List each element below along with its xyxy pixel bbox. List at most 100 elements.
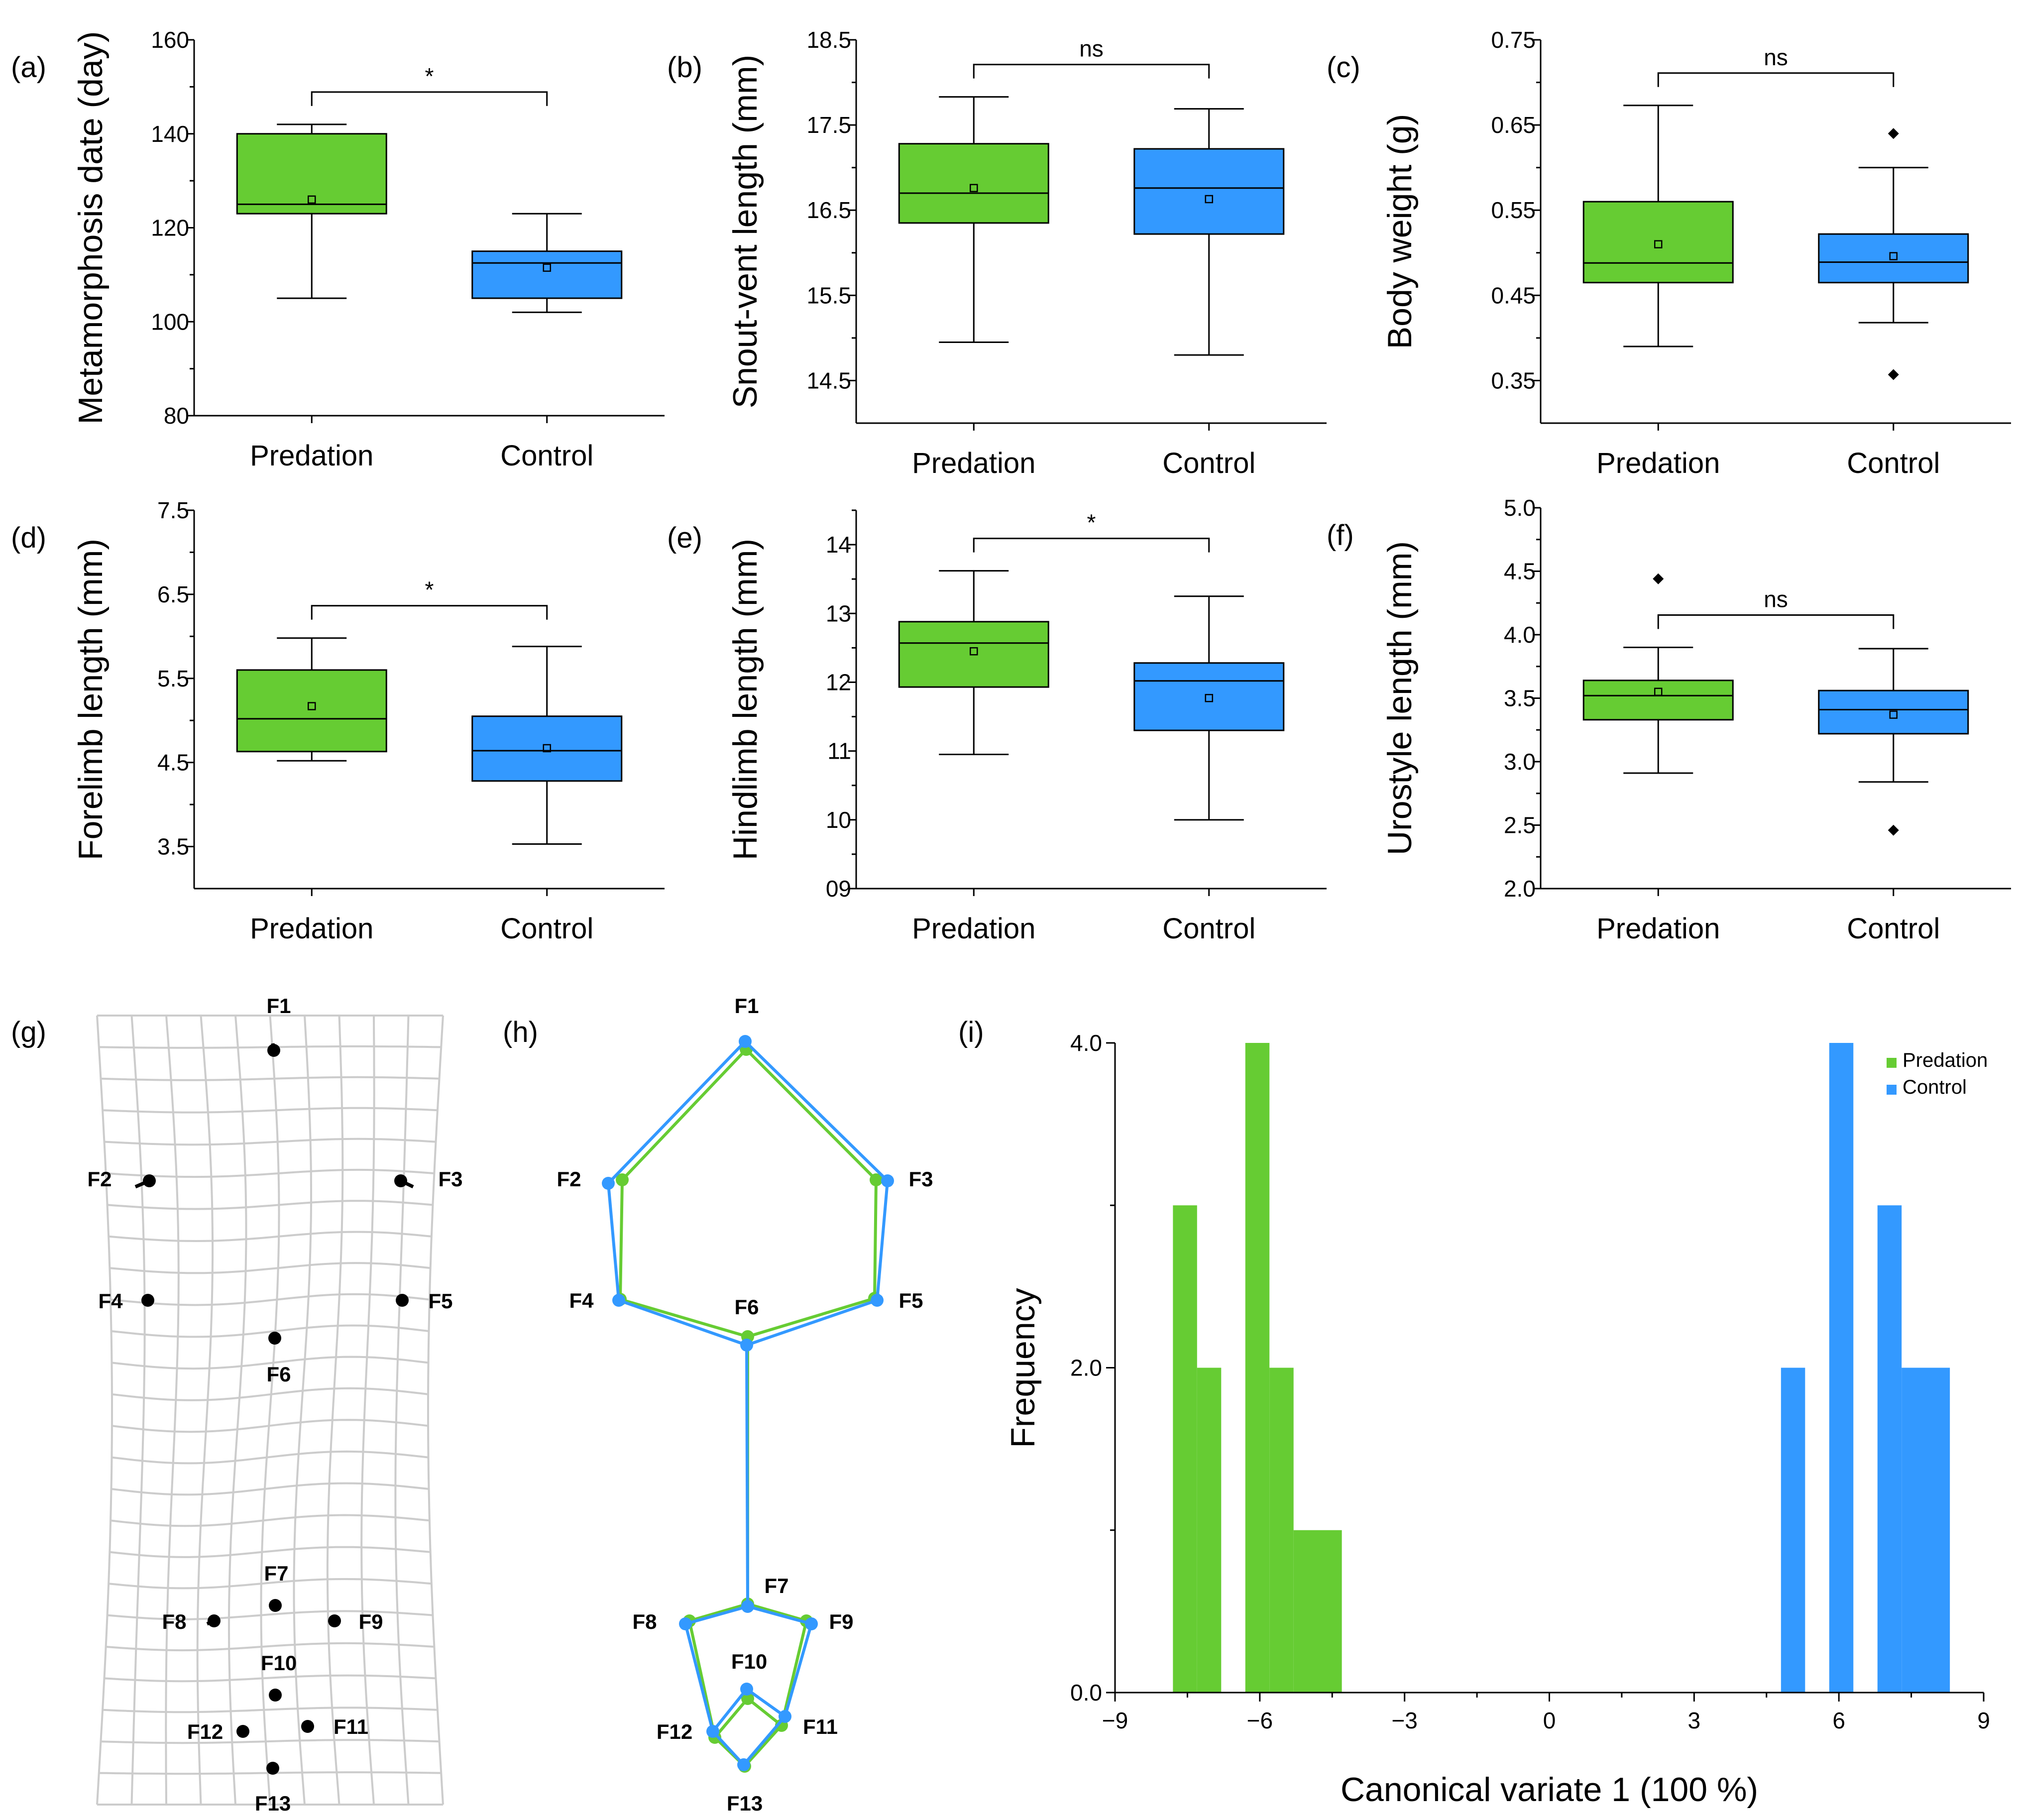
box-predation xyxy=(1582,573,1734,774)
landmark-label-f10: F10 xyxy=(731,1650,767,1673)
landmark-f12: F12 xyxy=(187,1720,249,1743)
iqr-box xyxy=(1582,680,1734,721)
grid-row-line xyxy=(110,1514,430,1527)
bracket-line xyxy=(311,91,548,106)
legend-label: Control xyxy=(1903,1076,1967,1098)
legend-item-control: Control xyxy=(1887,1076,1967,1098)
mean-marker xyxy=(1889,252,1898,260)
landmark-label: F7 xyxy=(264,1562,288,1585)
significance-label: * xyxy=(1087,510,1096,536)
y-tick-label: 80 xyxy=(164,403,189,429)
landmark-label-f5: F5 xyxy=(898,1289,923,1312)
y-tick-label: 12 xyxy=(826,669,851,695)
y-tick-label: 7.5 xyxy=(157,497,189,523)
wireframe-node-f9 xyxy=(805,1617,818,1630)
landmark-label-f11: F11 xyxy=(803,1715,838,1738)
canonical-variate-histogram-panel: (i) 0.0 2.0 4.0 −9 −6 −3 0 3 6 9 Canonical variate … xyxy=(958,1016,1990,1809)
landmark-deformation-grid-panel: (g) F1 F2 F3 F4 F5 F6 F7 F8 F9 F10 F11 F12 F13 xyxy=(11,994,463,1815)
wireframe-node-f13 xyxy=(737,1758,750,1771)
category-label-predation: Predation xyxy=(1596,912,1720,945)
landmark-point xyxy=(267,1044,280,1057)
category-label-control: Control xyxy=(1847,447,1940,479)
y-tick-label: 15.5 xyxy=(806,282,851,308)
significance-bracket: * xyxy=(973,510,1210,553)
wireframe-edge xyxy=(873,1179,878,1299)
y-tick-label: 10 xyxy=(826,807,851,833)
panel-label: (e) xyxy=(667,522,702,554)
grid-row-line xyxy=(102,1107,438,1114)
outlier-point xyxy=(1888,824,1899,836)
iqr-box xyxy=(236,133,387,215)
landmark-label: F13 xyxy=(255,1792,291,1815)
category-label-predation: Predation xyxy=(250,440,373,472)
grid-column-line xyxy=(165,1015,180,1805)
landmark-point xyxy=(269,1689,282,1702)
mean-marker xyxy=(308,195,316,204)
box-plot-panel-b: 14.5 15.5 16.5 17.5 18.5 Predation Control ns (b… xyxy=(667,27,1327,479)
outlier-point xyxy=(1653,573,1664,584)
y-tick-label: 3.0 xyxy=(1504,749,1536,775)
landmark-label-f13: F13 xyxy=(727,1792,763,1815)
panel-label: (b) xyxy=(667,51,702,84)
landmark-point xyxy=(236,1725,249,1738)
landmark-point xyxy=(208,1614,221,1627)
landmark-f2: F2 xyxy=(87,1167,156,1191)
y-tick-label: 09 xyxy=(826,876,851,902)
landmark-label: F1 xyxy=(266,994,291,1018)
iqr-box xyxy=(236,669,387,753)
iqr-box xyxy=(1133,148,1285,235)
x-tick-label: 3 xyxy=(1688,1707,1701,1733)
grid-row-line xyxy=(108,1231,432,1243)
mean-marker xyxy=(543,744,551,753)
landmark-label: F11 xyxy=(334,1715,368,1738)
x-axis-title: Canonical variate 1 (100 %) xyxy=(1341,1771,1758,1809)
bracket-line xyxy=(311,605,548,620)
histogram-bar xyxy=(1877,1205,1902,1693)
y-tick-label: 3.5 xyxy=(1504,685,1536,711)
wireframe-edge xyxy=(607,1040,747,1185)
landmark-label: F3 xyxy=(438,1167,462,1191)
landmark-point xyxy=(266,1762,279,1775)
wireframe-edge xyxy=(618,1299,747,1347)
wireframe-node-f5 xyxy=(871,1294,884,1307)
box-control xyxy=(1818,648,1969,836)
wireframe-edge xyxy=(747,1297,875,1338)
landmark-point xyxy=(328,1614,341,1627)
category-label-predation: Predation xyxy=(250,912,373,945)
wireframe-node-f4 xyxy=(612,1294,625,1307)
histogram-bar xyxy=(1245,1043,1270,1693)
grid-column-line xyxy=(228,1015,247,1805)
landmark-label-f4: F4 xyxy=(569,1289,594,1312)
wireframe-edge xyxy=(620,1298,748,1338)
y-tick-label: 0.55 xyxy=(1491,197,1536,223)
wireframe-edge xyxy=(747,1605,812,1625)
histogram-bar xyxy=(1293,1530,1342,1693)
x-tick-label: −9 xyxy=(1102,1707,1128,1733)
significance-label: ns xyxy=(1079,36,1104,62)
panel-label: (h) xyxy=(503,1016,538,1048)
grid-row-line xyxy=(101,1739,440,1744)
grid-column-line xyxy=(260,1015,280,1805)
landmark-label-f6: F6 xyxy=(734,1295,759,1319)
y-tick-label: 4.0 xyxy=(1504,622,1536,648)
landmark-label-f9: F9 xyxy=(829,1610,853,1633)
grid-row-line xyxy=(111,1482,429,1496)
mean-marker xyxy=(1205,693,1213,702)
significance-label: * xyxy=(425,577,434,603)
wireframe-edge xyxy=(743,1724,783,1768)
deformation-grid xyxy=(96,1015,444,1806)
landmark-label: F5 xyxy=(428,1289,452,1313)
landmark-label-f1: F1 xyxy=(734,994,759,1018)
histogram-bar xyxy=(1781,1367,1805,1693)
category-label-control: Control xyxy=(1847,912,1940,945)
mean-marker xyxy=(543,263,551,272)
landmark-f11: F11 xyxy=(301,1715,368,1738)
landmark-f6: F6 xyxy=(266,1332,291,1386)
landmark-wireframe-panel: (h) F1 F2 F3 F4 F5 F6 F7 F8 F9 F10 F11 F12 F13 xyxy=(503,994,933,1815)
wireframe-edge xyxy=(713,1698,749,1738)
bracket-line xyxy=(1657,72,1895,87)
outlier-point xyxy=(1888,369,1899,380)
landmark-label-f12: F12 xyxy=(657,1720,692,1743)
legend-label: Predation xyxy=(1903,1049,1988,1071)
